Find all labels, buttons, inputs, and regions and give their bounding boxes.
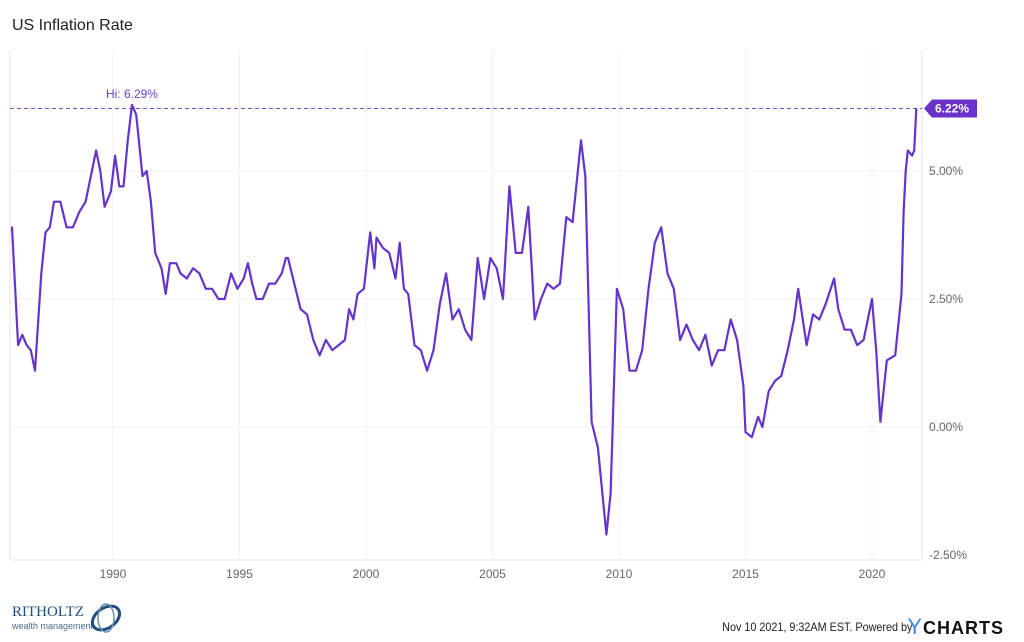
x-tick-label: 1990 xyxy=(100,567,127,581)
y-tick-label: -2.50% xyxy=(929,548,967,562)
x-tick-label: 2015 xyxy=(732,567,759,581)
y-tick-label: 2.50% xyxy=(929,292,963,306)
footer-timestamp: Nov 10 2021, 9:32AM EST. Powered by xyxy=(721,620,912,634)
logo-globe-icon xyxy=(90,603,122,633)
ycharts-logo[interactable]: YCHARTS xyxy=(907,614,1004,640)
ycharts-text: CHARTS xyxy=(923,618,1004,638)
logo-subtitle: wealth management xyxy=(12,621,94,631)
ycharts-y: Y xyxy=(907,614,923,639)
ritholtz-logo: RITHOLTZ wealth management xyxy=(12,600,132,636)
y-tick-label: 5.00% xyxy=(929,164,963,178)
chart-title: US Inflation Rate xyxy=(12,17,133,34)
x-tick-label: 1995 xyxy=(226,567,253,581)
latest-value-badge: 6.22% xyxy=(924,99,977,118)
y-tick-label: 0.00% xyxy=(929,420,963,434)
logo-name: RITHOLTZ xyxy=(12,604,84,620)
latest-badge-shape xyxy=(924,99,977,118)
latest-value-label: 6.22% xyxy=(935,102,969,116)
high-annotation-label: Hi: 6.29% xyxy=(106,87,158,101)
x-axis: 1990 1995 2000 2005 2010 2015 2020 xyxy=(100,567,886,581)
x-tick-label: 2020 xyxy=(859,567,886,581)
x-tick-label: 2005 xyxy=(479,567,506,581)
x-tick-label: 2000 xyxy=(353,567,380,581)
line-chart: 1990 1995 2000 2005 2010 2015 2020 5.00% 2.50% 0… xyxy=(9,50,977,581)
x-tick-label: 2010 xyxy=(606,567,633,581)
y-axis: 5.00% 2.50% 0.00% -2.50% xyxy=(929,164,967,562)
series-line xyxy=(10,103,918,536)
grid xyxy=(9,50,923,561)
